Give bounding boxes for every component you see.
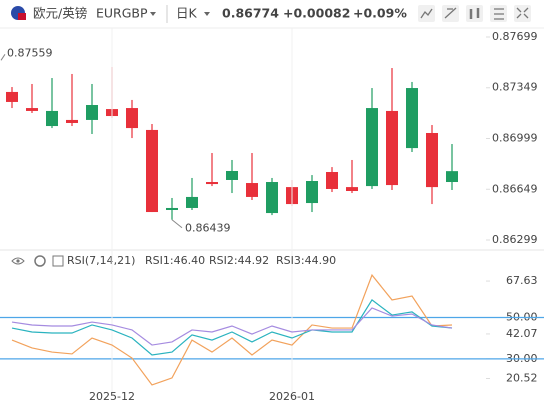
period[interactable]: 日K	[176, 6, 198, 21]
candle-body	[166, 207, 178, 211]
symbol[interactable]: EURGBP	[96, 6, 148, 21]
icon-line	[420, 8, 433, 19]
dropdown-arrow[interactable]	[204, 12, 210, 16]
candle-body	[146, 129, 158, 213]
icon-settings	[494, 8, 504, 20]
icon-fullscreen	[516, 7, 529, 19]
eye-icon[interactable]	[11, 257, 25, 265]
settings-icon[interactable]	[52, 255, 64, 267]
flag-icon-part	[18, 13, 26, 20]
candle-body	[6, 91, 18, 102]
price-change-pct: +0.09%	[353, 6, 407, 21]
rsi-line	[11, 273, 453, 386]
gear-icon[interactable]	[34, 255, 46, 267]
candle-body	[426, 132, 438, 188]
y-tick-label: 0.86999	[492, 132, 538, 145]
candle-body	[406, 88, 418, 149]
candle-body	[206, 182, 218, 185]
eye-icon-pupil	[16, 259, 20, 263]
y-tick-label: 0.87699	[492, 30, 538, 43]
y-tick-label: 0.87349	[492, 81, 538, 94]
candle-body	[126, 108, 138, 129]
low-label: 0.86439	[185, 222, 231, 235]
candle-body	[306, 180, 318, 204]
pair-name[interactable]: 欧元/英镑	[33, 6, 87, 21]
candle-body	[326, 172, 338, 189]
candle-body	[226, 170, 238, 180]
candle-body	[186, 196, 198, 208]
legend-entry: RSI2:44.92	[209, 254, 269, 267]
y-tick-label: 42.07	[506, 327, 538, 340]
icon-button[interactable]	[466, 5, 483, 22]
candle-body	[66, 119, 78, 123]
x-tick-label: 2026-01	[269, 390, 315, 403]
toolbar-icons	[418, 5, 531, 22]
y-tick-label: 0.86299	[492, 233, 538, 246]
low-marker	[171, 219, 183, 229]
icon-button[interactable]	[514, 5, 531, 22]
rsi-line	[11, 299, 453, 356]
icon-candles	[469, 8, 480, 19]
high-label: 0.87559	[7, 46, 53, 59]
last-price: 0.86774	[222, 6, 279, 21]
indicator-name: RSI(7,14,21)	[67, 254, 135, 267]
y-tick-label: 67.63	[506, 274, 538, 287]
candle-body	[46, 110, 58, 127]
candle-body	[86, 105, 98, 120]
candle-body	[246, 183, 258, 197]
candle-body	[346, 187, 358, 192]
y-tick-label: 0.86649	[492, 182, 538, 195]
rsi-line	[11, 307, 453, 346]
legend-entry: RSI3:44.90	[276, 254, 336, 267]
candle-body	[366, 108, 378, 187]
candle-body	[446, 171, 458, 183]
x-tick-label: 2025-12	[89, 390, 135, 403]
candle-body	[386, 110, 398, 186]
dropdown-arrow[interactable]	[150, 12, 156, 16]
y-tick-label: 20.52	[506, 372, 538, 385]
legend-entry: RSI1:46.40	[145, 254, 205, 267]
candle-body	[26, 108, 38, 111]
high-marker	[0, 54, 6, 61]
icon-draw	[444, 7, 457, 19]
candle-body	[266, 182, 278, 214]
price-change: +0.00082	[283, 6, 350, 21]
